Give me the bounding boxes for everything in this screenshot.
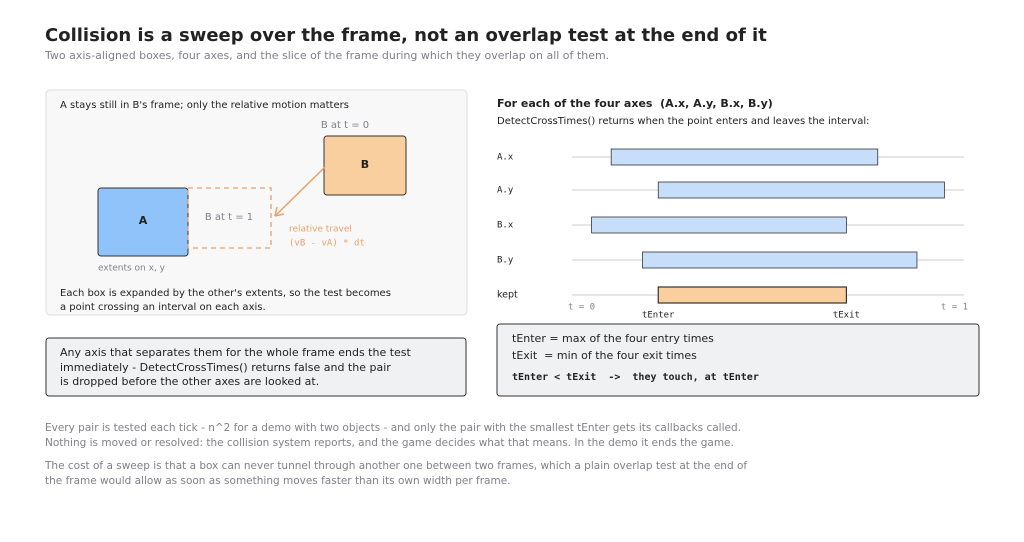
interval: [657, 181, 945, 199]
footer: the frame would allow as soon as somethi…: [45, 475, 511, 487]
axis-label: A.y: [497, 186, 514, 196]
result: tExit = min of the four exit times: [512, 349, 697, 362]
interval: [610, 148, 879, 166]
label: relative travel: [289, 225, 352, 235]
label: B at t = 0: [321, 120, 369, 131]
note-box: [45, 337, 467, 397]
note: Each box is expanded by the other's exte…: [60, 288, 391, 299]
arrow-head: [274, 206, 285, 217]
note: Any axis that separates them for the who…: [60, 346, 412, 359]
box-label: B: [361, 158, 369, 171]
label: extents on x, y: [98, 264, 166, 274]
caption: A stays still in B's frame; only the rel…: [60, 100, 349, 111]
footer: Nothing is moved or resolved: the collis…: [45, 437, 734, 449]
interval: [591, 216, 847, 234]
box-b-end: [187, 187, 272, 249]
axis-label: B.y: [497, 256, 514, 266]
axis-label: kept: [497, 290, 518, 301]
heading: For each of the four axes (A.x, A.y, B.x…: [497, 97, 773, 110]
kept-interval: [657, 286, 847, 304]
tick-label: tExit: [833, 311, 860, 321]
subheading: DetectCrossTimes() returns when the poin…: [497, 116, 870, 127]
note: a point crossing an interval on each axi…: [60, 302, 266, 313]
axis-label: A.x: [497, 153, 514, 163]
interval: [642, 251, 918, 269]
title: Collision is a sweep over the frame, not…: [45, 25, 767, 46]
footer: Every pair is tested each tick - n^2 for…: [45, 422, 741, 434]
travel-arrow: [274, 166, 326, 217]
result: tEnter = max of the four entry times: [512, 332, 714, 345]
t-label: t = 0: [568, 303, 595, 313]
box-b: [323, 135, 407, 196]
subtitle: Two axis-aligned boxes, four axes, and t…: [44, 49, 609, 62]
box-label: A: [139, 214, 148, 227]
label: B at t = 1: [205, 212, 253, 223]
t-label: t = 1: [941, 303, 968, 313]
axis-label: B.x: [497, 221, 514, 231]
tick-label: tEnter: [642, 311, 675, 321]
result-box: [496, 323, 980, 397]
note: immediately - DetectCrossTimes() returns…: [60, 361, 391, 374]
note: is dropped before the other axes are loo…: [60, 375, 319, 388]
result: tEnter < tExit -> they touch, at tEnter: [512, 371, 759, 383]
label: (vB - vA) * dt: [289, 239, 365, 249]
footer: The cost of a sweep is that a box can ne…: [44, 460, 747, 472]
